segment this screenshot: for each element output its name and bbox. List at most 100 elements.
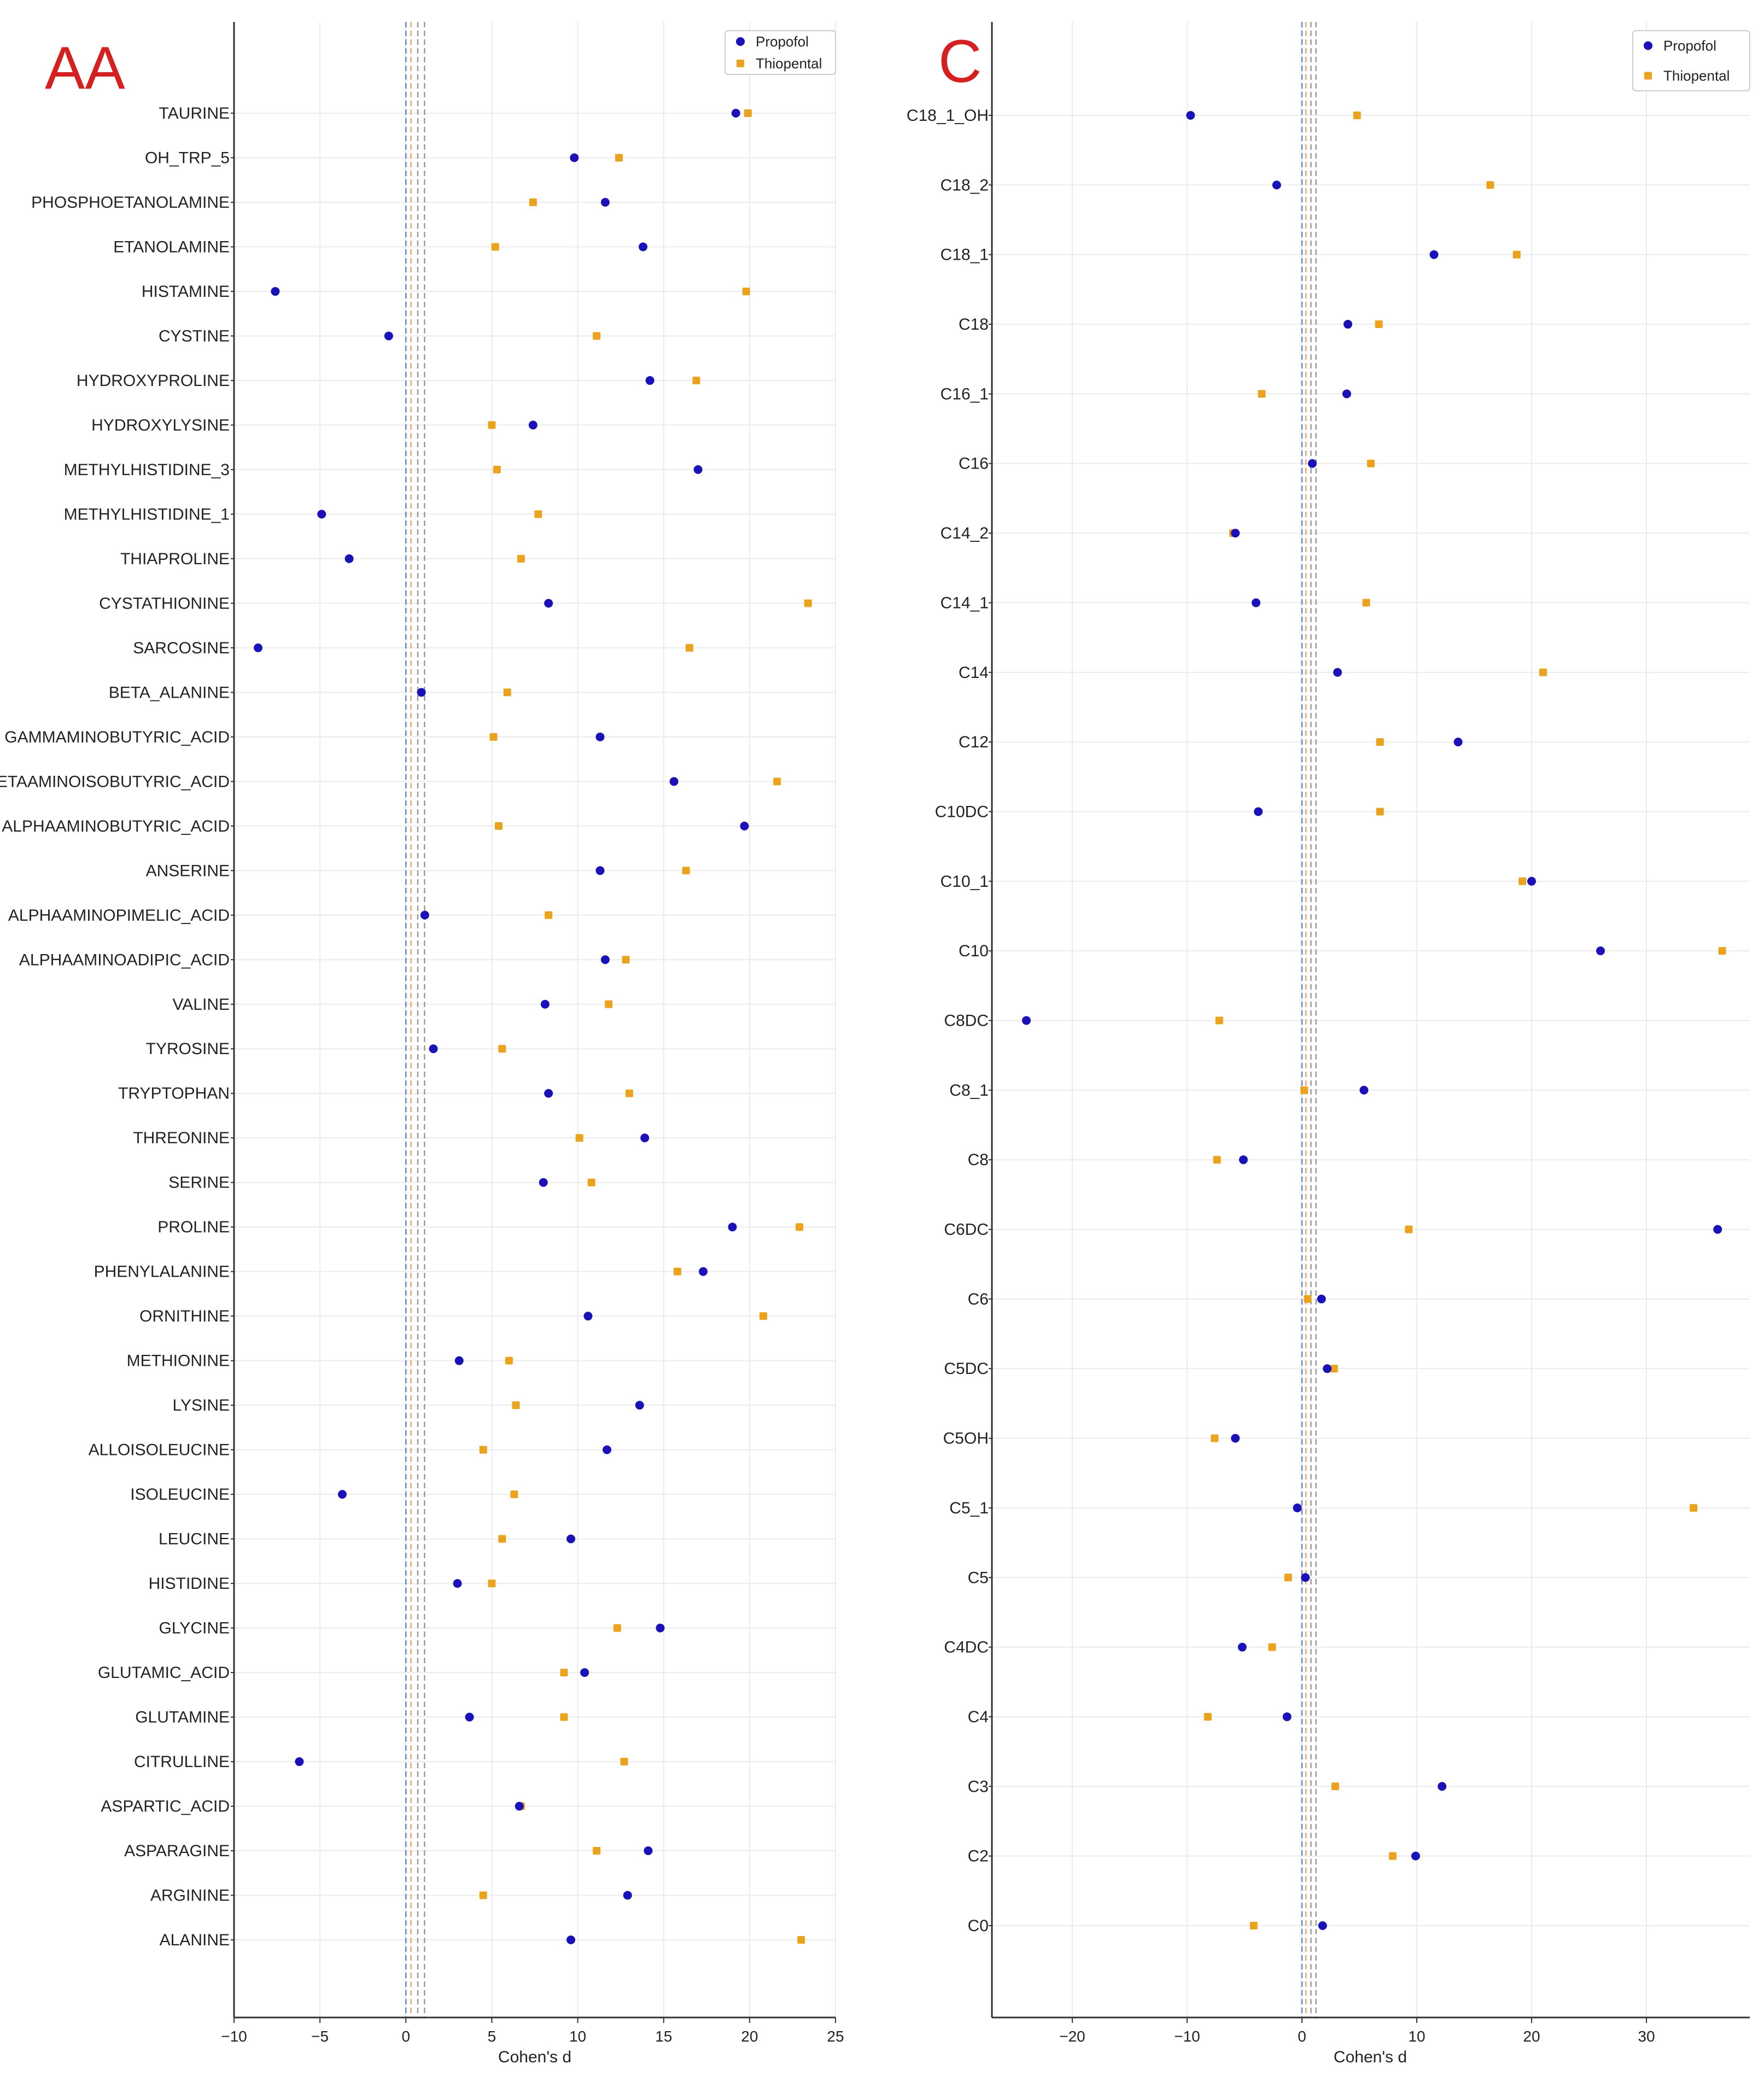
aa-thiopental-point (575, 1134, 583, 1142)
aa-xtick-label: 25 (827, 2028, 844, 2045)
aa-propofol-point (420, 910, 429, 920)
panel-aa-letter: AA (45, 34, 125, 102)
aa-category-label: ALPHAAMINOBUTYRIC_ACID (2, 817, 230, 835)
c-thiopental-point (1388, 1852, 1397, 1860)
c-category-label: C2 (968, 1847, 989, 1866)
aa-thiopental-point (498, 1535, 506, 1543)
aa-thiopental-point (493, 465, 501, 473)
aa-xtick-label: 15 (655, 2028, 672, 2045)
aa-xtick-label: 0 (401, 2028, 410, 2045)
aa-propofol-point (580, 1668, 589, 1677)
aa-propofol-point (623, 1891, 632, 1900)
c-xtick-label: −10 (1174, 2028, 1200, 2045)
aa-category-label: LEUCINE (159, 1530, 230, 1548)
aa-thiopental-point (796, 1223, 803, 1231)
panel-aa-xlabel: Cohen's d (498, 2048, 571, 2066)
c-category-label: C5DC (944, 1360, 989, 1378)
aa-propofol-point (295, 1757, 304, 1767)
aa-thiopental-point (620, 1758, 628, 1766)
aa-propofol-point (317, 510, 326, 519)
c-category-label: C10 (959, 942, 989, 960)
aa-category-label: METHIONINE (127, 1352, 230, 1370)
aa-category-label: GLUTAMIC_ACID (98, 1664, 230, 1682)
c-thiopental-point (1204, 1712, 1212, 1721)
aa-category-label: SARCOSINE (133, 639, 230, 657)
aa-propofol-point (528, 420, 538, 430)
c-thiopental-point (1330, 1365, 1338, 1373)
aa-category-label: ALPHAAMINOPIMELIC_ACID (8, 907, 230, 925)
c-thiopental-point (1353, 112, 1361, 119)
aa-propofol-point (344, 554, 354, 563)
c-thiopental-point (1211, 1434, 1219, 1442)
aa-propofol-point (603, 1445, 611, 1454)
aa-thiopental-point (498, 1045, 506, 1053)
c-category-label: C8_1 (949, 1081, 989, 1100)
c-legend-label: Thiopental (1663, 68, 1730, 84)
aa-thiopental-point (495, 822, 503, 830)
c-xtick-label: 20 (1523, 2028, 1540, 2045)
aa-category-label: CYSTINE (159, 327, 230, 345)
aa-category-label: VALINE (173, 996, 230, 1014)
aa-thiopental-point (510, 1490, 518, 1499)
aa-category-label: BETAAMINOISOBUTYRIC_ACID (0, 773, 230, 791)
aa-thiopental-point (593, 1847, 601, 1855)
aa-category-label: METHYLHISTIDINE_3 (64, 461, 230, 479)
aa-propofol-point (699, 1267, 708, 1276)
aa-propofol-point (271, 286, 280, 296)
aa-legend-box (725, 30, 836, 75)
aa-propofol-point (515, 1802, 524, 1811)
c-propofol-point (1231, 529, 1240, 538)
aa-category-label: ARGININE (150, 1887, 230, 1905)
c-category-label: C8 (968, 1151, 989, 1169)
aa-propofol-point (453, 1579, 462, 1588)
aa-propofol-point (429, 1044, 438, 1054)
aa-category-label: ETANOLAMINE (113, 238, 230, 256)
aa-thiopental-point (797, 1936, 805, 1944)
aa-thiopental-point (560, 1713, 568, 1721)
aa-thiopental-point (625, 1089, 633, 1097)
c-thiopental-point (1331, 1782, 1339, 1791)
aa-thiopental-point (622, 956, 630, 964)
c-thiopental-point (1539, 668, 1547, 676)
aa-thiopental-point (685, 644, 693, 652)
aa-thiopental-point (773, 777, 781, 786)
c-thiopental-point (1213, 1156, 1221, 1164)
aa-category-label: ALANINE (160, 1931, 230, 1949)
c-category-label: C3 (968, 1777, 989, 1796)
c-legend-label: Propofol (1663, 38, 1716, 54)
c-propofol-point (1317, 1294, 1326, 1303)
aa-propofol-point (740, 821, 749, 831)
c-category-label: C10DC (935, 803, 989, 821)
aa-category-label: CYSTATHIONINE (99, 594, 230, 612)
c-propofol-point (1713, 1225, 1722, 1234)
c-thiopental-point (1258, 390, 1266, 398)
c-legend-marker-propofol (1644, 41, 1652, 50)
aa-thiopental-point (742, 287, 750, 295)
c-propofol-point (1429, 250, 1439, 259)
aa-category-label: SERINE (168, 1174, 230, 1192)
aa-category-label: HYDROXYLYSINE (91, 416, 230, 434)
c-category-label: C6DC (944, 1221, 989, 1239)
c-propofol-point (1254, 807, 1263, 816)
aa-propofol-point (595, 866, 605, 875)
aa-category-label: TRYPTOPHAN (118, 1085, 230, 1103)
c-thiopental-point (1284, 1574, 1292, 1582)
aa-category-label: PHENYLALANINE (94, 1263, 230, 1281)
c-thiopental-point (1486, 181, 1494, 189)
c-propofol-point (1359, 1085, 1369, 1095)
c-propofol-point (1239, 1155, 1248, 1165)
c-category-label: C4DC (944, 1639, 989, 1657)
aa-category-label: THREONINE (133, 1129, 230, 1147)
c-thiopental-point (1718, 947, 1726, 955)
aa-thiopental-point (512, 1401, 520, 1410)
aa-thiopental-point (760, 1312, 767, 1320)
c-propofol-point (1186, 111, 1195, 120)
c-thiopental-point (1690, 1504, 1698, 1512)
aa-category-label: GAMMAMINOBUTYRIC_ACID (4, 728, 230, 746)
aa-xtick-label: −5 (311, 2028, 329, 2045)
aa-category-label: HISTAMINE (142, 283, 230, 301)
c-thiopental-point (1268, 1643, 1276, 1651)
aa-propofol-point (338, 1490, 347, 1499)
aa-category-label: BETA_ALANINE (109, 683, 230, 701)
